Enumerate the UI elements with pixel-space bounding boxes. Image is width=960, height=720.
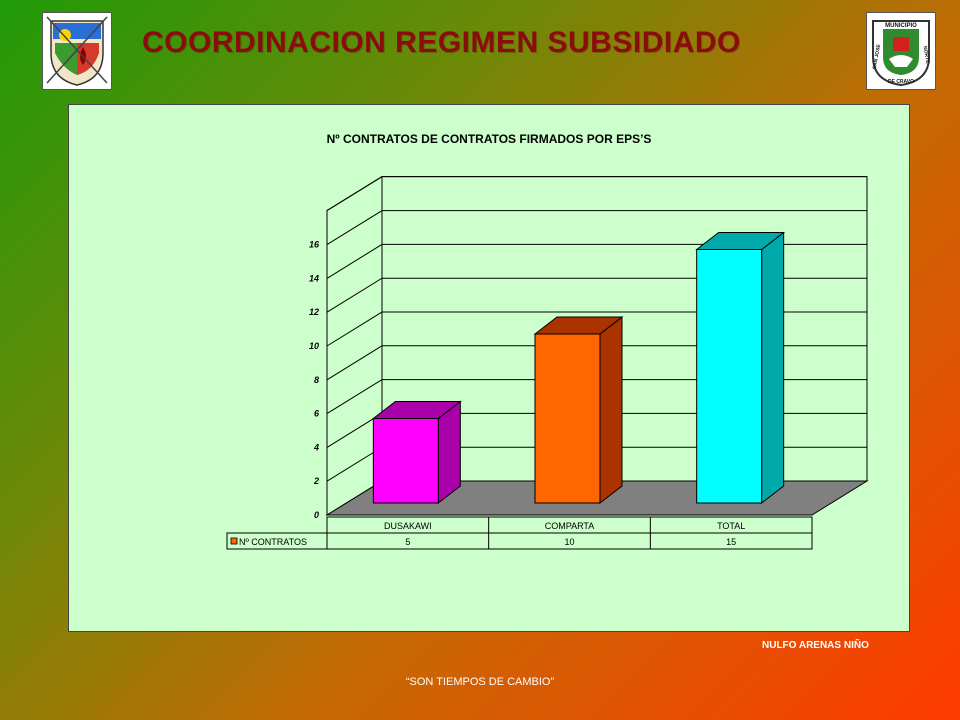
gridline: [326, 210, 867, 246]
author-name: NULFO ARENAS NIÑO: [762, 640, 869, 651]
y-tick-label: 12: [309, 307, 319, 317]
bar-side: [761, 231, 785, 505]
legend-cell: [226, 532, 328, 550]
chart-data-table: DUSAKAWI 5 COMPARTA 10 TOTAL 15 Nº CONTRATOS: [226, 516, 813, 550]
y-tick-label: 8: [314, 375, 319, 385]
legend-swatch: [230, 537, 238, 545]
footer-slogan: “SON TIEMPOS DE CAMBIO”: [405, 676, 555, 688]
coat-of-arms-logo: [42, 12, 112, 90]
y-tick-label: 6: [314, 409, 320, 419]
y-tick-label: 14: [309, 273, 319, 283]
y-tick-label: 10: [309, 341, 319, 351]
logo-text-de-cravo: DE CRAVO: [888, 79, 914, 85]
logo-text-norte: NORTE: [922, 46, 931, 65]
logo-text-municipio: MUNICIPIO: [885, 23, 917, 29]
chart-y-axis: 0 2 4 6 8 10 12 14 16: [309, 240, 320, 520]
y-tick-label: 2: [313, 476, 319, 486]
bar-front: [696, 249, 763, 504]
chart-bars: [371, 231, 786, 505]
gridline: [326, 176, 867, 212]
y-tick-label: 0: [314, 510, 319, 520]
bar-side: [437, 400, 461, 505]
gridline: [326, 243, 867, 279]
municipio-logo: MUNICIPIO SAN JOSE DE CRAVO NORTE: [866, 12, 936, 90]
x-category-label: COMPARTA: [545, 521, 595, 531]
x-category-label: DUSAKAWI: [384, 521, 432, 531]
chart-title: Nº CONTRATOS DE CONTRATOS FIRMADOS POR E…: [327, 132, 652, 146]
logo-text-san-jose: SAN JOSE: [872, 43, 882, 70]
page-title: COORDINACION REGIMEN SUBSIDIADO: [142, 26, 741, 59]
table-value: 5: [405, 537, 410, 547]
chart-panel: Nº CONTRATOS DE CONTRATOS FIRMADOS POR E…: [68, 104, 910, 632]
bar-comparta: [533, 315, 624, 505]
y-tick-label: 4: [313, 442, 319, 452]
gridline: [326, 277, 867, 313]
y-tick-label: 16: [309, 240, 320, 250]
bar-chart: Nº CONTRATOS DE CONTRATOS FIRMADOS POR E…: [226, 132, 869, 550]
x-category-label: TOTAL: [717, 521, 745, 531]
table-value: 15: [726, 537, 736, 547]
bar-total: [695, 231, 786, 505]
bar-front: [534, 333, 601, 504]
bar-front: [372, 418, 439, 504]
bar-dusakawi: [371, 400, 462, 505]
bar-side: [599, 315, 623, 505]
legend-label: Nº CONTRATOS: [239, 537, 307, 547]
table-value: 10: [564, 537, 574, 547]
